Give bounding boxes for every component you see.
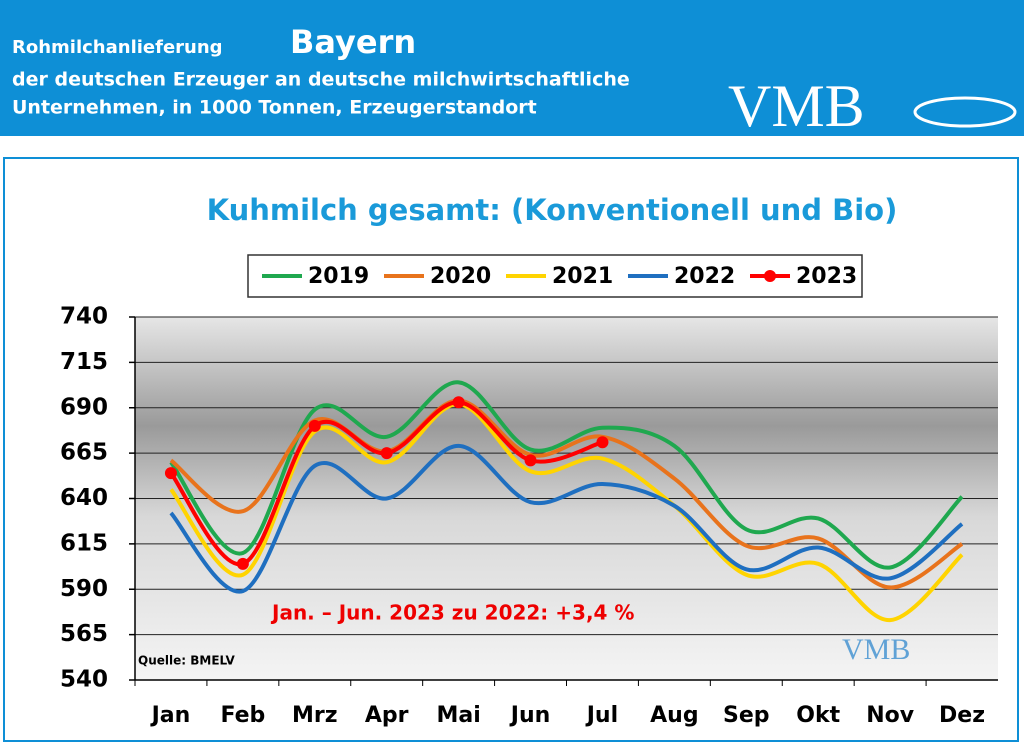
point bbox=[452, 396, 465, 409]
annotation: Jan. – Jun. 2023 zu 2022: +3,4 % bbox=[270, 601, 634, 625]
header-line2: der deutschen Erzeuger an deutsche milch… bbox=[12, 69, 630, 91]
legend-label: 2023 bbox=[796, 264, 857, 289]
x-tick-label: Mai bbox=[436, 703, 480, 728]
series-line bbox=[169, 443, 964, 594]
x-tick-label: Aug bbox=[650, 703, 698, 728]
x-tick-label: Dez bbox=[939, 703, 985, 728]
point bbox=[164, 467, 177, 480]
point bbox=[236, 557, 249, 570]
header-line1: Rohmilchanlieferung bbox=[12, 37, 223, 58]
header-line3: Unternehmen, in 1000 Tonnen, Erzeugersta… bbox=[12, 97, 537, 119]
legend-label: 2020 bbox=[430, 264, 491, 289]
y-tick-label: 590 bbox=[60, 576, 108, 602]
y-tick-label: 540 bbox=[60, 667, 108, 693]
series-line bbox=[169, 380, 964, 570]
series-line bbox=[169, 398, 964, 590]
x-tick-label: Mrz bbox=[292, 703, 338, 728]
legend-label: 2021 bbox=[552, 264, 613, 289]
x-tick-label: Jul bbox=[585, 703, 618, 728]
y-tick-label: 715 bbox=[60, 349, 108, 375]
y-tick-label: 690 bbox=[60, 394, 108, 420]
x-tick-label: Jan bbox=[150, 703, 191, 728]
y-tick-label: 640 bbox=[60, 485, 108, 511]
watermark: VMB bbox=[842, 633, 910, 666]
y-tick-label: 665 bbox=[60, 440, 108, 466]
x-tick-label: Apr bbox=[365, 703, 409, 728]
y-tick-label: 565 bbox=[60, 621, 108, 647]
point bbox=[524, 454, 537, 467]
point bbox=[380, 447, 393, 460]
legend-label: 2022 bbox=[674, 264, 735, 289]
y-tick-label: 740 bbox=[60, 304, 108, 330]
x-tick-label: Sep bbox=[723, 703, 770, 728]
x-tick-label: Okt bbox=[796, 703, 840, 728]
series-line bbox=[169, 402, 964, 623]
source: Quelle: BMELV bbox=[138, 654, 236, 668]
logo: VMB bbox=[728, 73, 865, 139]
logo-swoosh bbox=[913, 96, 1017, 128]
point bbox=[596, 436, 609, 449]
chart-title: Kuhmilch gesamt: (Konventionell und Bio) bbox=[207, 193, 898, 227]
x-tick-label: Jun bbox=[509, 703, 551, 728]
header-region: Bayern bbox=[290, 23, 416, 61]
legend-marker bbox=[764, 270, 776, 282]
x-tick-label: Nov bbox=[866, 703, 915, 728]
point bbox=[308, 419, 321, 432]
header-band bbox=[0, 0, 1024, 136]
x-tick-label: Feb bbox=[220, 703, 265, 728]
legend-label: 2019 bbox=[308, 264, 369, 289]
y-tick-label: 615 bbox=[60, 530, 108, 556]
